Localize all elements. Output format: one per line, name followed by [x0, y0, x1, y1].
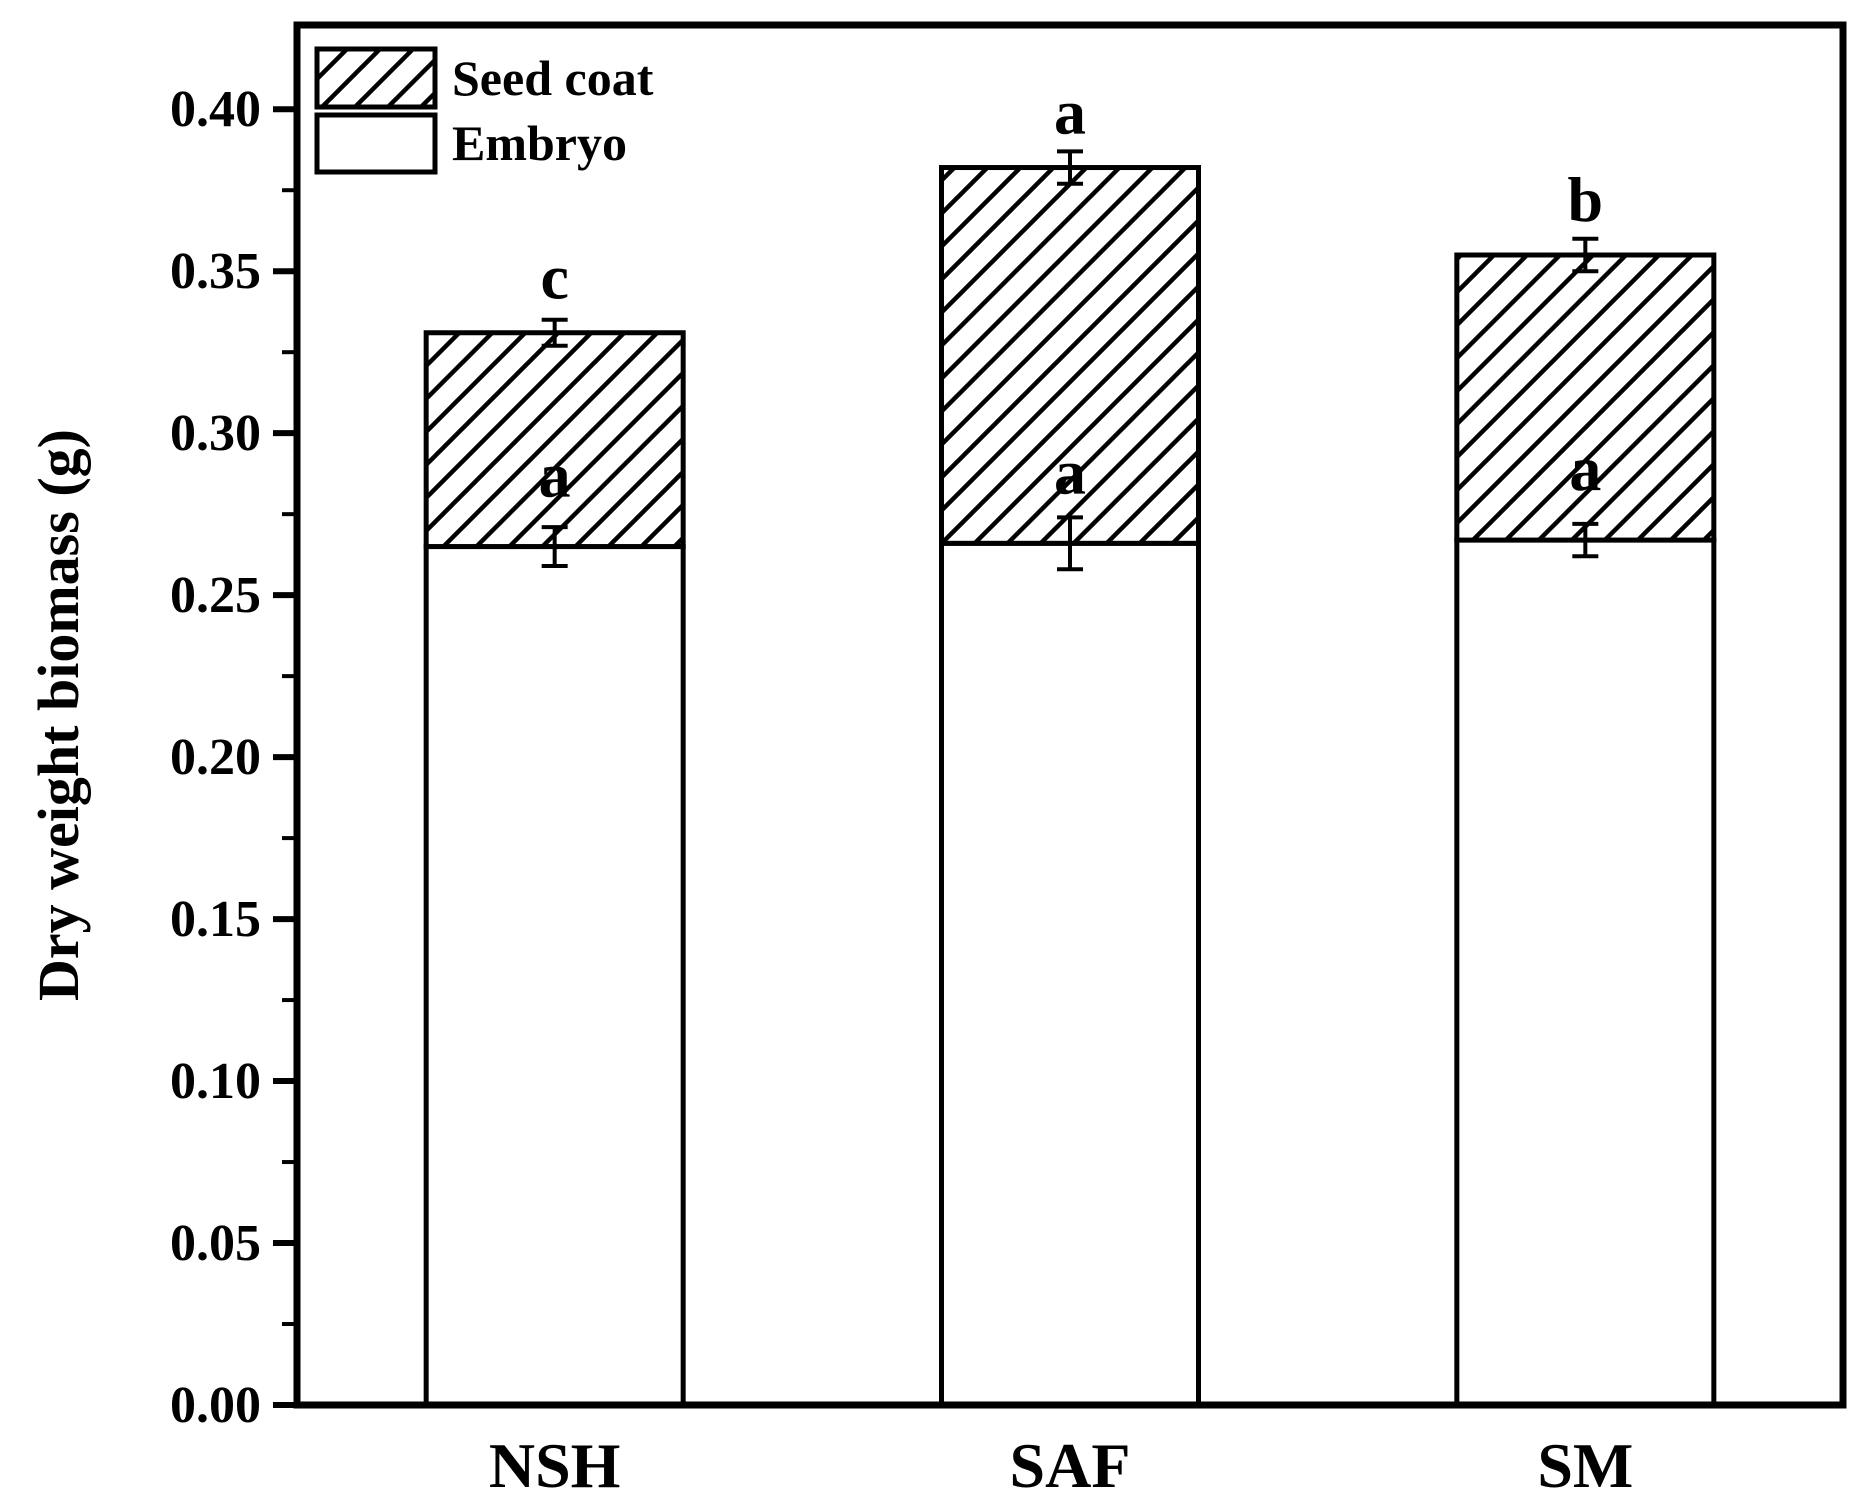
error-bar-embryo-SAF — [1057, 515, 1083, 572]
plot-frame — [293, 21, 1847, 1409]
sig-letter-total-SAF: a — [1054, 77, 1086, 148]
bar-seed-coat-SM — [1454, 252, 1717, 543]
error-bar-embryo-NSH — [541, 525, 568, 568]
sig-letter-total-SM: b — [1568, 164, 1604, 235]
error-bar-total-SAF — [1057, 149, 1083, 186]
sig-letter-embryo-SM: a — [1569, 433, 1601, 504]
legend-label-seed-coat: Seed coat — [452, 50, 654, 106]
error-bar-total-NSH — [541, 317, 568, 348]
bar-embryo-SM — [1454, 537, 1717, 1408]
y-axis-tick-label: 0.40 — [170, 81, 261, 138]
y-axis-tick-label: 0.25 — [170, 567, 261, 624]
y-axis-tick-label: 0.20 — [170, 729, 261, 786]
y-axis-tick-label: 0.15 — [170, 891, 261, 948]
y-axis-title: Dry weight biomass (g) — [26, 429, 91, 1001]
y-axis-tick-label: 0.35 — [170, 243, 261, 300]
error-bar-total-SM — [1572, 236, 1599, 274]
y-axis-tick-label: 0.30 — [170, 405, 261, 462]
bar-embryo-NSH — [423, 544, 686, 1408]
legend-swatch-embryo — [314, 112, 438, 175]
y-axis-tick-label: 0.00 — [170, 1377, 261, 1434]
error-bar-embryo-SM — [1572, 521, 1599, 559]
x-axis-label-SM: SM — [1537, 1430, 1633, 1501]
legend-label-embryo: Embryo — [452, 115, 627, 171]
legend-swatch-seed-coat — [314, 46, 438, 110]
bar-seed-coat-NSH — [423, 330, 686, 550]
x-axis-label-SAF: SAF — [1010, 1430, 1131, 1501]
sig-letter-total-NSH: c — [540, 242, 568, 313]
sig-letter-embryo-SAF: a — [1054, 436, 1086, 507]
x-axis-label-NSH: NSH — [489, 1430, 621, 1501]
y-axis-tick-label: 0.10 — [170, 1053, 261, 1110]
y-axis-tick-label: 0.05 — [170, 1215, 261, 1272]
sig-letter-embryo-NSH: a — [539, 440, 571, 511]
bar-embryo-SAF — [939, 540, 1201, 1408]
